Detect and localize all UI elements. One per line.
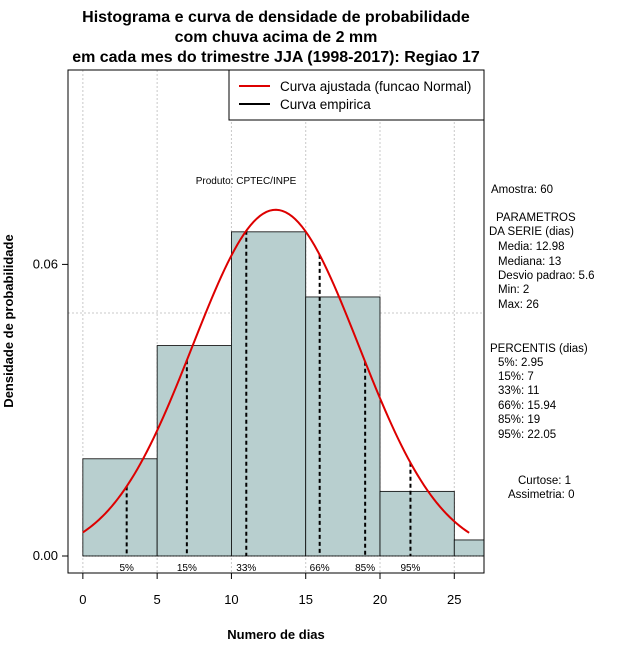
x-tick-label-20: 20 <box>373 592 387 607</box>
axes: 0 5 10 15 20 25 0.00 0.06 <box>33 256 462 607</box>
perc-line-66: 66%: 15.94 <box>498 400 557 412</box>
param-media: Media: 12.98 <box>498 241 565 253</box>
histogram-bar-1 <box>156 345 232 557</box>
histogram-bar-2 <box>231 231 307 557</box>
stat-curtose: Curtose: 1 <box>518 475 571 487</box>
percentile-label-0: 5% <box>119 563 134 574</box>
perc-line-85: 85%: 19 <box>498 414 540 426</box>
legend-label-normal: Curva ajustada (funcao Normal) <box>280 79 471 94</box>
y-tick-label-1: 0.06 <box>33 256 58 271</box>
product-annotation: Produto: CPTEC/INPE <box>196 176 297 187</box>
x-tick-label-5: 5 <box>154 592 161 607</box>
x-tick-label-15: 15 <box>298 592 312 607</box>
param-max: Max: 26 <box>498 299 539 311</box>
param-mediana: Mediana: 13 <box>498 256 561 268</box>
percentile-label-2: 33% <box>236 563 256 574</box>
legend: Curva ajustada (funcao Normal) Curva emp… <box>228 69 485 121</box>
percentile-label-4: 85% <box>355 563 375 574</box>
param-desvio: Desvio padrao: 5.6 <box>498 270 595 282</box>
x-tick-label-0: 0 <box>79 592 86 607</box>
param-header-2: DA SERIE (dias) <box>489 226 574 238</box>
y-axis-label: Densidade de probabilidade <box>1 234 16 407</box>
perc-line-5: 5%: 2.95 <box>498 357 543 369</box>
histogram-bar-4 <box>379 490 455 557</box>
perc-line-33: 33%: 11 <box>498 385 539 397</box>
percentile-label-1: 15% <box>177 563 197 574</box>
stat-assimetria: Assimetria: 0 <box>508 489 574 501</box>
normal-curve <box>82 208 470 534</box>
histogram-bars <box>82 231 485 557</box>
chart-title: Histograma e curva de densidade de proba… <box>72 9 480 66</box>
legend-label-empirical: Curva empirica <box>280 97 371 112</box>
title-line-3: em cada mes do trimestre JJA (1998-2017)… <box>72 49 480 66</box>
x-tick-label-10: 10 <box>224 592 238 607</box>
perc-line-95: 95%: 22.05 <box>498 429 556 441</box>
perc-line-15: 15%: 7 <box>498 371 534 383</box>
percentile-label-3: 66% <box>310 563 330 574</box>
x-tick-label-25: 25 <box>447 592 461 607</box>
normal-curve-layer <box>82 208 470 534</box>
percentile-label-5: 95% <box>400 563 420 574</box>
title-line-2: com chuva acima de 2 mm <box>175 29 378 46</box>
x-axis-label: Numero de dias <box>227 627 325 642</box>
y-tick-label-0: 0.00 <box>33 548 58 563</box>
legend-box <box>228 69 485 121</box>
param-header-1: PARAMETROS <box>496 212 576 224</box>
stats-panel: Amostra: 60 PARAMETROS DA SERIE (dias) M… <box>489 184 595 501</box>
percentile-lines: 5% 15% 33% 66% 85% 95% <box>119 230 421 574</box>
histogram-bar-3 <box>305 296 381 557</box>
stat-amostra: Amostra: 60 <box>491 184 553 196</box>
histogram-bar-0 <box>82 458 158 557</box>
perc-header: PERCENTIS (dias) <box>490 343 588 355</box>
title-line-1: Histograma e curva de densidade de proba… <box>82 9 470 26</box>
histogram-bar-5 <box>453 539 485 557</box>
param-min: Min: 2 <box>498 284 529 296</box>
